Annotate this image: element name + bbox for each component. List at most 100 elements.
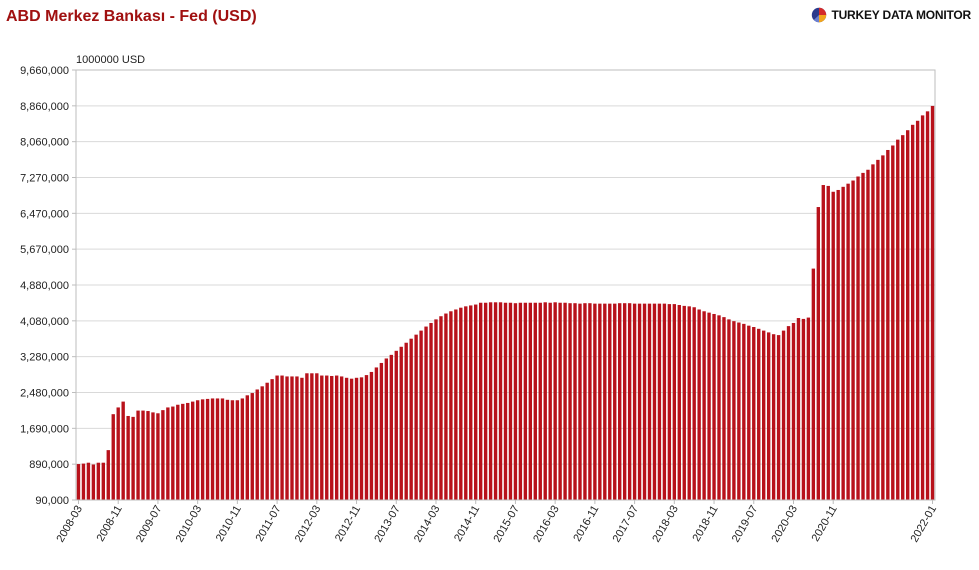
y-tick-label: 9,660,000 bbox=[20, 65, 69, 77]
bar bbox=[439, 316, 443, 500]
bar bbox=[493, 302, 498, 500]
bar bbox=[419, 330, 423, 500]
x-tick-label: 2020-11 bbox=[810, 504, 840, 544]
bar bbox=[474, 304, 478, 500]
bar bbox=[632, 303, 637, 500]
bar bbox=[503, 302, 508, 500]
bar bbox=[652, 303, 657, 500]
bar bbox=[771, 334, 776, 500]
bar bbox=[851, 180, 855, 501]
bar bbox=[91, 464, 96, 500]
bar bbox=[548, 302, 552, 500]
bar bbox=[171, 406, 175, 500]
bar bbox=[757, 328, 761, 500]
x-tick-label: 2008-03 bbox=[55, 504, 86, 545]
bar bbox=[76, 464, 81, 500]
x-tick-label: 2017-07 bbox=[611, 504, 642, 545]
bar bbox=[642, 303, 647, 500]
bar bbox=[166, 407, 170, 500]
bar bbox=[523, 302, 528, 500]
bar bbox=[280, 375, 284, 500]
bar bbox=[131, 416, 135, 500]
bar bbox=[583, 303, 587, 500]
bar bbox=[613, 303, 617, 500]
bar bbox=[235, 400, 240, 500]
bar bbox=[121, 401, 125, 500]
bar bbox=[672, 304, 677, 500]
bar bbox=[766, 332, 771, 500]
bar bbox=[86, 462, 91, 500]
bar bbox=[826, 185, 830, 501]
bar bbox=[588, 303, 592, 500]
bar bbox=[692, 307, 696, 500]
bar bbox=[483, 302, 488, 500]
bar bbox=[305, 373, 309, 500]
x-axis-ticks: 2008-03 2008-11 2009-07 2010-03 2010-11 2011-… bbox=[55, 500, 939, 545]
bar bbox=[543, 302, 547, 500]
bar bbox=[409, 338, 413, 500]
y-tick-label: 4,880,000 bbox=[20, 280, 69, 292]
bar bbox=[101, 462, 105, 500]
bar bbox=[295, 376, 299, 500]
y-tick-label: 5,670,000 bbox=[20, 244, 69, 256]
bar bbox=[285, 376, 289, 500]
bar bbox=[498, 302, 503, 500]
bar bbox=[528, 302, 533, 500]
unit-label: 1000000 USD bbox=[76, 54, 145, 66]
bar bbox=[454, 309, 458, 500]
bar bbox=[315, 373, 319, 500]
bar bbox=[339, 376, 344, 500]
bar bbox=[806, 317, 811, 500]
bar bbox=[106, 450, 110, 500]
bar bbox=[538, 302, 542, 500]
x-tick-label: 2018-11 bbox=[690, 504, 720, 544]
bar bbox=[896, 139, 900, 501]
bar bbox=[533, 302, 537, 500]
bar bbox=[861, 172, 865, 500]
bar bbox=[702, 311, 706, 500]
bar bbox=[96, 462, 101, 500]
bar bbox=[682, 305, 686, 500]
bar bbox=[414, 334, 418, 500]
bar bbox=[737, 322, 741, 500]
bar bbox=[836, 189, 840, 500]
bar bbox=[677, 304, 681, 500]
y-tick-label: 8,860,000 bbox=[20, 101, 69, 113]
bar bbox=[215, 398, 220, 500]
bar bbox=[871, 164, 875, 500]
bar bbox=[270, 379, 274, 500]
y-tick-label: 3,280,000 bbox=[20, 352, 69, 364]
bar bbox=[359, 377, 364, 500]
bar bbox=[210, 398, 215, 500]
bar bbox=[230, 400, 235, 500]
bar bbox=[518, 302, 523, 500]
bar bbox=[349, 378, 354, 500]
bar bbox=[573, 303, 577, 500]
brand-name: TURKEY DATA MONITOR bbox=[831, 8, 971, 22]
bar bbox=[707, 312, 711, 500]
bar bbox=[81, 463, 86, 500]
bar bbox=[449, 311, 453, 500]
brand-logo[interactable]: TURKEY DATA MONITOR bbox=[811, 6, 971, 24]
bar bbox=[697, 309, 701, 500]
x-tick-label: 2008-11 bbox=[95, 504, 125, 544]
x-tick-label: 2010-03 bbox=[174, 504, 205, 545]
bar bbox=[389, 354, 393, 500]
bar bbox=[801, 318, 806, 500]
x-tick-label: 2012-11 bbox=[333, 504, 363, 544]
bar bbox=[255, 389, 259, 500]
bar bbox=[866, 169, 870, 501]
y-tick-label: 1,690,000 bbox=[20, 423, 69, 435]
bar bbox=[712, 313, 716, 500]
bar bbox=[841, 186, 845, 500]
bar bbox=[881, 155, 885, 500]
bar bbox=[161, 410, 165, 500]
bar bbox=[811, 268, 816, 500]
y-tick-label: 6,470,000 bbox=[20, 208, 69, 220]
bar bbox=[146, 411, 150, 500]
bar bbox=[508, 302, 513, 500]
bar bbox=[190, 401, 195, 500]
bar bbox=[558, 302, 562, 500]
bar bbox=[290, 376, 294, 500]
